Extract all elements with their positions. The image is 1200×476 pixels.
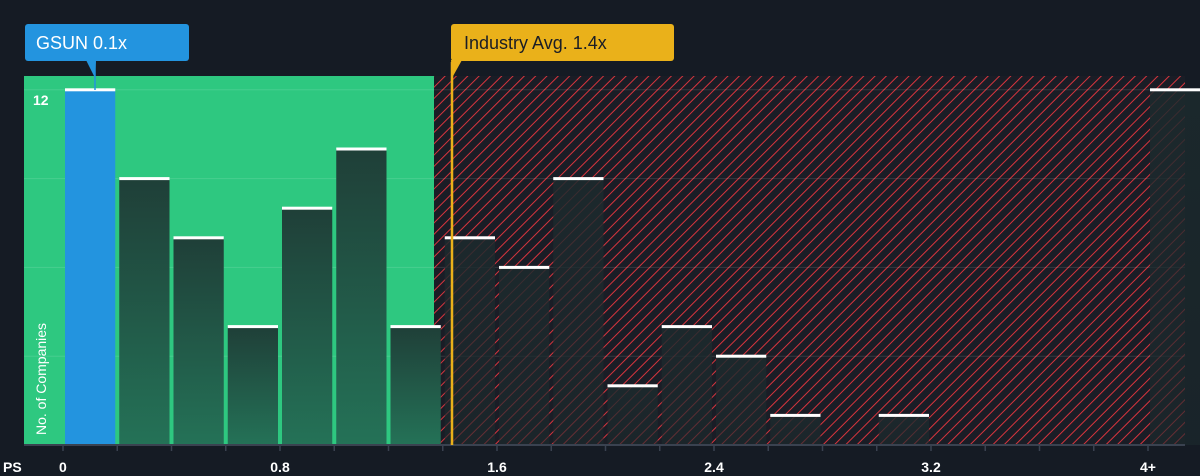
bar-top-marker [1150, 88, 1200, 92]
histogram-bar [390, 326, 441, 445]
y-tick-label: 12 [33, 92, 49, 108]
bar-top-marker [499, 265, 550, 269]
histogram-bar [173, 237, 224, 445]
bar-top-marker [65, 88, 116, 92]
histogram-bar [119, 178, 170, 445]
x-tick-label: 4+ [1140, 459, 1156, 475]
y-axis-label: No. of Companies [33, 323, 49, 435]
bar-top-marker [390, 325, 441, 329]
histogram-bar [553, 178, 604, 445]
company-pointer [86, 60, 96, 78]
histogram-bar [1150, 89, 1200, 446]
bar-top-marker [282, 206, 333, 210]
company-label: GSUN 0.1x [36, 33, 127, 53]
x-tick-label: 3.2 [921, 459, 941, 475]
industry-avg-pointer [451, 60, 462, 78]
bar-top-marker [444, 236, 495, 240]
bar-top-marker [119, 177, 170, 181]
bar-top-marker [336, 147, 387, 151]
histogram-bar [607, 385, 658, 445]
bar-top-marker [661, 325, 712, 329]
bar-top-marker [553, 177, 604, 181]
x-axis-label: PS [3, 459, 22, 475]
bar-top-marker [227, 325, 278, 329]
bar-top-marker [770, 413, 821, 417]
histogram-bar [770, 415, 821, 445]
histogram-bar [878, 415, 929, 445]
x-tick-label: 1.6 [487, 459, 507, 475]
bar-top-marker [878, 413, 929, 417]
bar-top-marker [607, 384, 658, 388]
histogram-bar [499, 267, 550, 445]
x-tick-label: 0 [59, 459, 67, 475]
company-label-box [25, 24, 189, 61]
histogram-bar [227, 326, 278, 445]
industry-avg-label-box [451, 24, 674, 61]
histogram-bar [661, 326, 712, 445]
histogram-bar [336, 149, 387, 445]
histogram-bar [716, 356, 767, 445]
industry-avg-label: Industry Avg. 1.4x [464, 33, 607, 53]
bar-top-marker [173, 236, 224, 240]
x-tick-label: 2.4 [704, 459, 724, 475]
histogram-bar [282, 208, 333, 445]
x-tick-label: 0.8 [270, 459, 290, 475]
bar-top-marker [716, 354, 767, 358]
histogram-bar [65, 89, 116, 446]
